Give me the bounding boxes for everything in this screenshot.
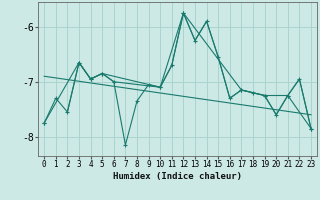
X-axis label: Humidex (Indice chaleur): Humidex (Indice chaleur): [113, 172, 242, 181]
